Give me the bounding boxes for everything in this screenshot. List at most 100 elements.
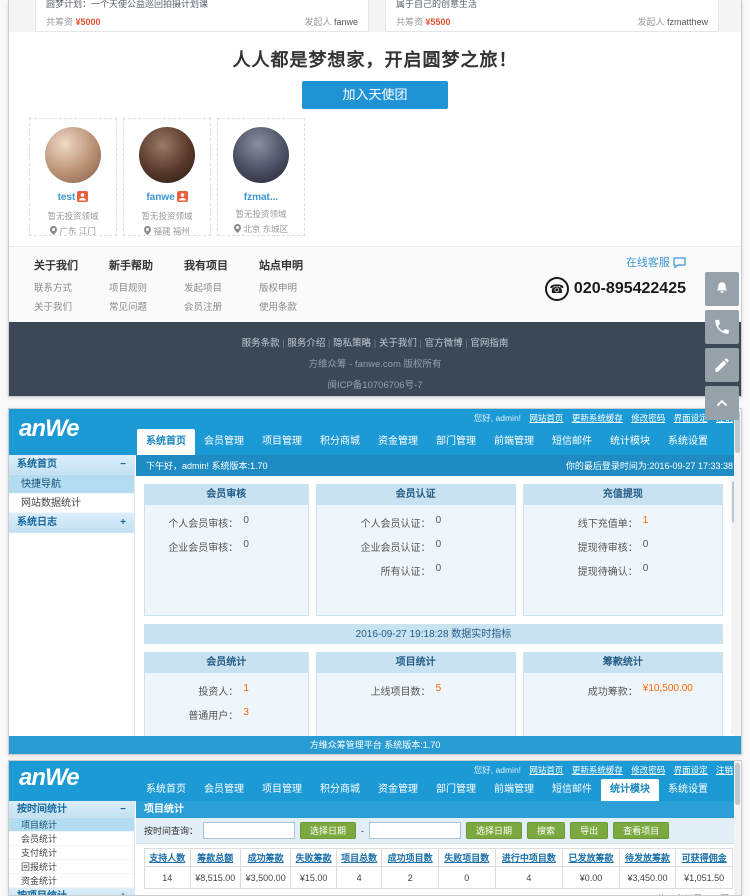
col-supporters[interactable]: 支持人数 — [144, 848, 191, 867]
nav-tab-frontend[interactable]: 前端管理 — [494, 784, 534, 795]
online-service-link[interactable]: 在线客服 — [626, 257, 686, 269]
project-card[interactable]: 圆梦计划：一个天使公益巡回拍摄计划课 共筹资 ¥5000 发起人 fanwe — [35, 0, 369, 32]
nav-tab-departments[interactable]: 部门管理 — [436, 436, 476, 447]
panel-member-certification: 会员认证 个人会员认证： 0 企业会员认证： 0 所有认证： 0 — [315, 484, 516, 616]
owner-name[interactable]: fanwe — [333, 17, 358, 27]
cell-supporters: 14 — [144, 866, 191, 889]
nav-tab-funds[interactable]: 资金管理 — [378, 784, 418, 795]
userbar-link-home[interactable]: 网站首页 — [529, 413, 564, 423]
window-scrollbar[interactable] — [734, 761, 741, 895]
legal-link[interactable]: 关于我们 — [379, 338, 425, 349]
footer-link[interactable]: 关于我们 — [34, 302, 73, 313]
pick-end-date-button[interactable]: 选择日期 — [466, 822, 523, 839]
nav-tab-home[interactable]: 系统首页 — [146, 784, 186, 795]
nav-tab-points-mall[interactable]: 积分商城 — [320, 784, 360, 795]
phone-contact-button[interactable] — [705, 310, 739, 344]
legal-link[interactable]: 隐私策略 — [333, 338, 379, 349]
fanwe-logo: anWe — [19, 415, 80, 442]
col-total-raised[interactable]: 筹款总额 — [189, 848, 241, 867]
col-commission[interactable]: 可获得佣金 — [675, 848, 733, 867]
userbar-link-home[interactable]: 网站首页 — [529, 765, 564, 775]
investor-name[interactable]: fzmat... — [243, 192, 279, 203]
nav-tab-departments[interactable]: 部门管理 — [436, 784, 476, 795]
nav-tab-statistics[interactable]: 统计模块 — [601, 779, 659, 801]
panel-member-stats: 会员统计 投资人： 1 普通用户： 3 — [144, 652, 309, 738]
back-to-top-button[interactable] — [705, 386, 739, 420]
nav-tab-settings[interactable]: 系统设置 — [668, 436, 708, 447]
investor-name[interactable]: test — [57, 192, 76, 203]
investor-card[interactable]: fzmat... 暂无投资领域 北京 东城区 — [217, 118, 305, 236]
sidebar-item-payment-stats[interactable]: 支付统计 — [9, 846, 134, 860]
footer-link[interactable]: 会员注册 — [184, 302, 223, 313]
pick-start-date-button[interactable]: 选择日期 — [300, 822, 357, 839]
legal-link[interactable]: 官方微博 — [425, 338, 471, 349]
userbar-link-change-password[interactable]: 修改密码 — [631, 413, 666, 423]
sidebar-item-project-stats[interactable]: 项目统计 — [9, 818, 134, 832]
sidebar-section-by-time[interactable]: 按时间统计 − — [9, 801, 134, 818]
sidebar-item-reward-stats[interactable]: 回报统计 — [9, 860, 134, 874]
stat-value: 0 — [435, 539, 442, 550]
legal-link[interactable]: 服务条款 — [242, 338, 288, 349]
stat-value: 3 — [243, 707, 249, 718]
join-angel-button[interactable]: 加入天使团 — [302, 81, 448, 109]
project-card[interactable]: 属于自己的创意生活 共筹资 ¥5500 发起人 fzmatthew — [385, 0, 719, 32]
cell-success-raised: ¥3,500.00 — [239, 866, 292, 889]
nav-tab-sms-email[interactable]: 短信邮件 — [552, 784, 592, 795]
investor-card[interactable]: fanwe 暂无投资领域 福建 福州 — [123, 118, 211, 236]
userbar-link-change-password[interactable]: 修改密码 — [631, 765, 666, 775]
userbar-link-ui-settings[interactable]: 界面设定 — [673, 413, 708, 423]
nav-tab-members[interactable]: 会员管理 — [204, 784, 244, 795]
col-success-projects[interactable]: 成功项目数 — [381, 848, 439, 867]
export-button[interactable]: 导出 — [570, 822, 609, 839]
search-button[interactable]: 搜索 — [527, 822, 566, 839]
date-from-input[interactable] — [203, 822, 296, 839]
col-released-funds[interactable]: 已发放筹款 — [562, 848, 620, 867]
footer-link[interactable]: 项目规则 — [109, 283, 148, 294]
sidebar-section-home[interactable]: 系统首页 − — [9, 455, 134, 475]
investor-card[interactable]: test 暂无投资领域 广东 江门 — [29, 118, 117, 236]
sidebar-item-site-stats[interactable]: 网站数据统计 — [9, 494, 134, 513]
window-scrollbar[interactable] — [734, 409, 741, 754]
nav-tab-statistics[interactable]: 统计模块 — [610, 436, 650, 447]
footer-link[interactable]: 联系方式 — [34, 283, 73, 294]
col-failed-raised[interactable]: 失败筹款 — [290, 848, 337, 867]
sidebar-section-system-log[interactable]: 系统日志 + — [9, 513, 134, 533]
col-success-raised[interactable]: 成功筹款 — [239, 848, 292, 867]
sidebar-item-member-stats[interactable]: 会员统计 — [9, 832, 134, 846]
sidebar-item-fund-stats[interactable]: 资金统计 — [9, 874, 134, 888]
sidebar-section-by-project[interactable]: 按项目统计+ — [9, 888, 134, 895]
nav-tab-funds[interactable]: 资金管理 — [378, 436, 418, 447]
col-pending-funds[interactable]: 待发放筹款 — [618, 848, 677, 867]
col-failed-projects[interactable]: 失败项目数 — [437, 848, 496, 867]
nav-tab-sms-email[interactable]: 短信邮件 — [552, 436, 592, 447]
col-total-projects[interactable]: 项目总数 — [335, 848, 383, 867]
footer-column-title: 关于我们 — [34, 260, 78, 272]
angel-banner: 人人都是梦想家，开启圆梦之旅！ 加入天使团 — [9, 32, 741, 114]
footer-link[interactable]: 使用条款 — [259, 302, 298, 313]
nav-tab-settings[interactable]: 系统设置 — [668, 784, 708, 795]
userbar-link-refresh-cache[interactable]: 更新系统缓存 — [571, 765, 623, 775]
nav-tab-points-mall[interactable]: 积分商城 — [320, 436, 360, 447]
userbar-link-refresh-cache[interactable]: 更新系统缓存 — [571, 413, 623, 423]
userbar-link-logout[interactable]: 注销 — [715, 765, 733, 775]
sidebar-item-quick-nav[interactable]: 快捷导航 — [9, 475, 134, 494]
owner-name[interactable]: fzmatthew — [666, 17, 708, 27]
nav-tab-home[interactable]: 系统首页 — [137, 429, 195, 455]
nav-tab-frontend[interactable]: 前端管理 — [494, 436, 534, 447]
footer-link[interactable]: 版权申明 — [259, 283, 298, 294]
footer-link[interactable]: 发起项目 — [184, 283, 223, 294]
nav-tab-members[interactable]: 会员管理 — [204, 436, 244, 447]
avatar — [139, 127, 195, 183]
legal-link[interactable]: 官网指南 — [470, 338, 509, 349]
notification-bell-button[interactable] — [705, 272, 739, 306]
investor-name[interactable]: fanwe — [146, 192, 175, 203]
nav-tab-projects[interactable]: 项目管理 — [262, 784, 302, 795]
userbar-link-ui-settings[interactable]: 界面设定 — [673, 765, 708, 775]
footer-link[interactable]: 常见问题 — [109, 302, 148, 313]
date-to-input[interactable] — [369, 822, 462, 839]
legal-link[interactable]: 服务介绍 — [287, 338, 333, 349]
feedback-edit-button[interactable] — [705, 348, 739, 382]
view-projects-button[interactable]: 查看项目 — [613, 822, 670, 839]
col-ongoing-projects[interactable]: 进行中项目数 — [494, 848, 564, 867]
nav-tab-projects[interactable]: 项目管理 — [262, 436, 302, 447]
